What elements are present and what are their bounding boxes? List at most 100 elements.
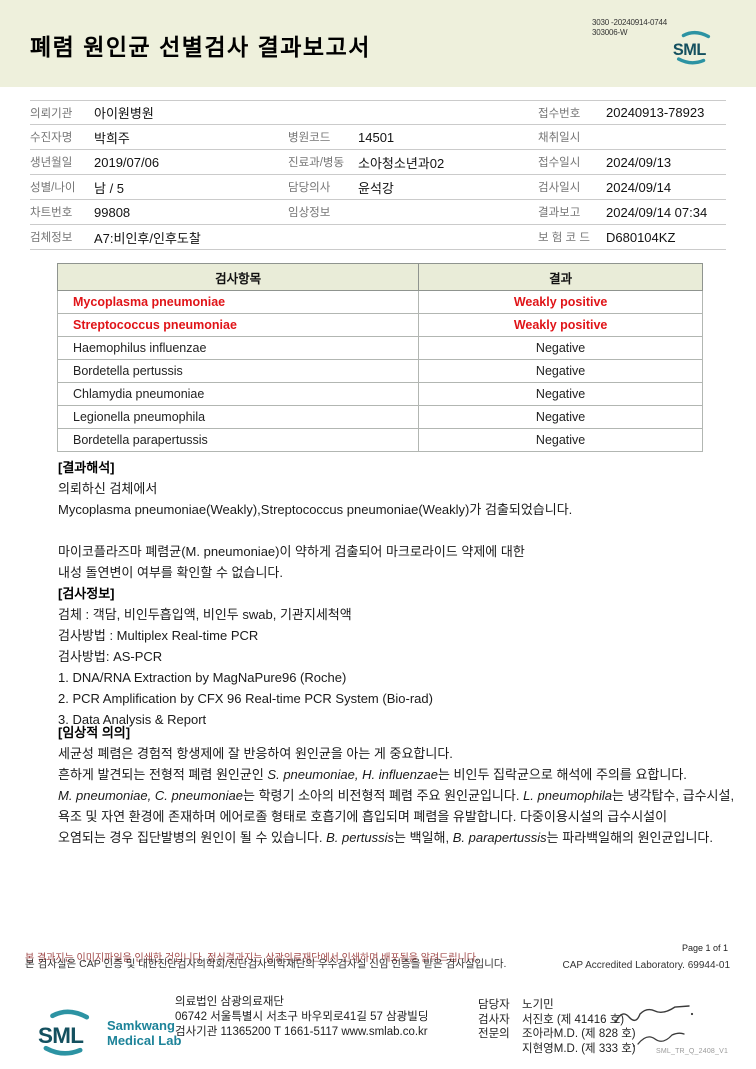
- result-cell: Negative: [418, 382, 703, 406]
- patient-info-row: 의뢰기관 아이원병원 접수번호 20240913-78923: [30, 100, 726, 125]
- result-row: Haemophilus influenzae Negative: [56, 336, 703, 360]
- field-label: 접수번호: [538, 107, 581, 120]
- field-value: 아이원병원: [94, 106, 154, 121]
- text-line: 2. PCR Amplification by CFX 96 Real-time…: [58, 691, 433, 706]
- test-item-cell: Chlamydia pneumoniae: [56, 382, 420, 406]
- text-line: 흔하게 발견되는 전형적 폐렴 원인균인 S. pneumoniae, H. i…: [58, 767, 687, 782]
- test-item-cell: Streptococcus pneumoniae: [56, 313, 420, 337]
- result-cell: Negative: [418, 359, 703, 383]
- staff-name: 조아라M.D. (제 828 호): [522, 1028, 636, 1040]
- signature-marks: [615, 1005, 694, 1047]
- form-code: SML_TR_Q_2408_V1: [656, 1048, 729, 1055]
- text-line: 1. DNA/RNA Extraction by MagNaPure96 (Ro…: [58, 670, 347, 685]
- document-number: 3030 -20240914-0744 303006-W: [592, 18, 667, 38]
- text-line: 마이코플라즈마 폐렴균(M. pneumoniae)이 약하게 검출되어 마크로…: [58, 544, 525, 559]
- patient-info-row: 차트번호 99808 임상정보 결과보고 2024/09/14 07:34: [30, 200, 726, 225]
- organization-address: 06742 서울특별시 서초구 바우뫼로41길 57 삼광빌딩: [175, 1011, 429, 1023]
- field-label: 보 험 코 드: [538, 232, 590, 244]
- field-label: 생년월일: [30, 157, 73, 169]
- field-label: 성별/나이: [30, 182, 76, 194]
- field-label: 담당의사: [288, 182, 331, 194]
- field-value: 2024/09/14 07:34: [606, 204, 708, 220]
- field-label: 검사일시: [538, 182, 581, 194]
- footer-logo: SML Samkwang Medical Lab: [34, 1008, 181, 1058]
- text-line: 검사방법 : Multiplex Real-time PCR: [58, 628, 259, 643]
- patient-info-row: 검체정보 A7:비인후/인후도찰 보 험 코 드 D680104KZ: [30, 225, 726, 250]
- clinical-significance-section: [임상적 의의] 세균성 폐렴은 경험적 항생제에 잘 반응하여 원인균을 아는…: [58, 722, 734, 848]
- field-label: 접수일시: [538, 157, 581, 169]
- test-item-cell: Mycoplasma pneumoniae: [56, 290, 420, 314]
- text-line: M. pneumoniae, C. pneumoniae는 학령기 소아의 비전…: [58, 788, 735, 803]
- result-cell: Negative: [418, 336, 703, 360]
- field-value: 2019/07/06: [94, 154, 160, 170]
- patient-info-row: 수진자명 박희주 병원코드 14501 채취일시: [30, 125, 726, 150]
- organization-contact: 검사기관 11365200 T 1661-5117 www.smlab.co.k…: [175, 1026, 428, 1038]
- field-label: 차트번호: [30, 207, 73, 219]
- result-row: Chlamydia pneumoniae Negative: [56, 382, 703, 406]
- text-line: 검사방법: AS-PCR: [58, 649, 163, 664]
- test-item-cell: Haemophilus influenzae: [56, 336, 420, 360]
- staff-row: 전문의 조아라M.D. (제 828 호): [478, 1027, 636, 1042]
- field-value: 20240913-78923: [606, 105, 705, 120]
- interpretation-section: [결과해석] 의뢰하신 검체에서 Mycoplasma pneumoniae(W…: [58, 457, 572, 583]
- organization-name: 의료법인 삼광의료재단: [175, 996, 284, 1008]
- field-label: 검체정보: [30, 232, 73, 244]
- result-row: Bordetella parapertussis Negative: [56, 428, 703, 452]
- text-line: 내성 돌연변이 여부를 확인할 수 없습니다.: [58, 565, 283, 580]
- staff-role: 검사자: [478, 1013, 510, 1026]
- document-number-line2: 303006-W: [592, 28, 628, 37]
- sml-logo-icon: SML: [38, 1009, 90, 1056]
- field-value: A7:비인후/인후도찰: [94, 230, 201, 246]
- result-row: Streptococcus pneumoniae Weakly positive: [56, 313, 703, 337]
- field-value: 박희주: [94, 130, 130, 146]
- text-line: 세균성 폐렴은 경험적 항생제에 잘 반응하여 원인균을 아는 게 중요합니다.: [58, 746, 453, 761]
- text-line: 욕조 및 자연 환경에 존재하며 에어로졸 형태로 호흡기에 흡입되며 폐렴을 …: [58, 809, 668, 824]
- staff-row: 검사자 서진호 (제 41416 호): [478, 1013, 636, 1028]
- sml-logo: SML: [670, 30, 718, 71]
- section-heading: [임상적 의의]: [58, 725, 131, 740]
- text-line: Mycoplasma pneumoniae(Weakly),Streptococ…: [58, 502, 573, 517]
- text-line: 오염되는 경우 집단발병의 원인이 될 수 있습니다. B. pertussis…: [58, 830, 713, 845]
- field-label: 임상정보: [288, 207, 331, 219]
- test-item-cell: Bordetella pertussis: [56, 359, 420, 383]
- results-table: 검사항목 결과 Mycoplasma pneumoniae Weakly pos…: [56, 263, 703, 452]
- svg-text:SML: SML: [38, 1023, 84, 1048]
- staff-name: 서진호 (제 41416 호): [522, 1013, 625, 1026]
- staff-block: 담당자 노기민 검사자 서진호 (제 41416 호) 전문의 조아라M.D. …: [478, 998, 636, 1056]
- sml-logo-icon: SML: [673, 30, 711, 65]
- page-title: 폐렴 원인균 선별검사 결과보고서: [30, 34, 371, 60]
- column-header-test-item: 검사항목: [56, 263, 420, 291]
- result-row: Mycoplasma pneumoniae Weakly positive: [56, 290, 703, 314]
- footer-logo-line1: Samkwang: [107, 1018, 175, 1033]
- text-line: 의뢰하신 검체에서: [58, 481, 158, 496]
- result-cell: Negative: [418, 428, 703, 452]
- page-number: Page 1 of 1: [681, 943, 728, 953]
- section-heading: [검사정보]: [58, 586, 115, 601]
- organization-info: 의료법인 삼광의료재단 06742 서울특별시 서초구 바우뫼로41길 57 삼…: [175, 995, 428, 1040]
- footer-logo-line2: Medical Lab: [107, 1033, 182, 1048]
- staff-role: 담당자: [478, 999, 510, 1011]
- print-notice: 본 결과지는 이미지파일을 인쇄한 것입니다. 정식결과지는 삼광의료재단에서 …: [25, 953, 479, 964]
- field-label: 의뢰기관: [30, 107, 73, 120]
- staff-role: [478, 1042, 522, 1057]
- staff-row: 지현영M.D. (제 333 호): [478, 1042, 636, 1057]
- text-line: 3. Data Analysis & Report: [58, 712, 207, 727]
- header-band: 폐렴 원인균 선별검사 결과보고서 3030 -20240914-0744 30…: [0, 0, 756, 87]
- field-value: 14501: [358, 129, 395, 145]
- field-value: 2024/09/13: [606, 154, 672, 170]
- results-header-row: 검사항목 결과: [56, 263, 703, 291]
- footer-logo-text: Samkwang Medical Lab: [107, 1018, 181, 1048]
- result-cell: Weakly positive: [418, 290, 703, 314]
- cap-accreditation-label: CAP Accredited Laboratory. 69944-01: [562, 960, 730, 971]
- svg-text:SML: SML: [673, 41, 707, 59]
- test-info-section: [검사정보] 검체 : 객담, 비인두흡입액, 비인두 swab, 기관지세척액…: [58, 583, 433, 730]
- result-row: Legionella pneumophila Negative: [56, 405, 703, 429]
- field-value: 99808: [94, 204, 131, 220]
- section-heading: [결과해석]: [58, 460, 115, 475]
- test-item-cell: Legionella pneumophila: [56, 405, 420, 429]
- text-line: 검체 : 객담, 비인두흡입액, 비인두 swab, 기관지세척액: [58, 607, 352, 622]
- result-row: Bordetella pertussis Negative: [56, 359, 703, 383]
- result-cell: Negative: [418, 405, 703, 429]
- result-cell: Weakly positive: [418, 313, 703, 337]
